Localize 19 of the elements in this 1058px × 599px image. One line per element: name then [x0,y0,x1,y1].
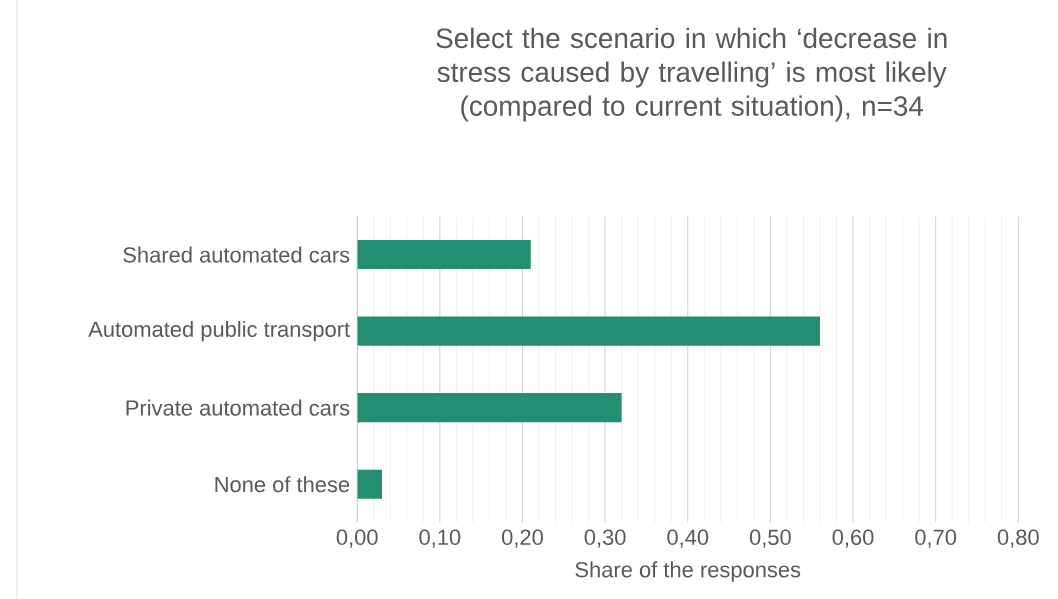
y-tick-label: None of these [215,476,350,493]
x-tick-label: 0,30 [584,529,626,548]
x-axis-title: Share of the responses [575,561,801,582]
y-tick-label: Private automated cars [126,399,350,416]
chart-title: Select the scenario in which ‘decrease in stress caused by travelling’ is most likely (compared to current situation), n=34 [436,27,947,122]
x-tick-label: 0,70 [915,529,957,548]
x-tick-label: 0,20 [502,529,543,548]
x-tick-label: 0,10 [419,529,461,548]
x-tick-label: 0,80 [997,529,1039,548]
y-tick-label: Automated public transport [88,320,350,342]
x-tick-label: 0,40 [667,529,709,548]
y-tick-label: Shared automated cars [123,246,350,263]
bar [357,316,820,346]
bar [357,393,622,423]
x-tick-label: 0,60 [832,529,874,548]
x-tick-label: 0,00 [336,529,378,548]
bar [357,469,382,499]
bar [357,240,531,270]
x-tick-label: 0,50 [749,529,791,548]
